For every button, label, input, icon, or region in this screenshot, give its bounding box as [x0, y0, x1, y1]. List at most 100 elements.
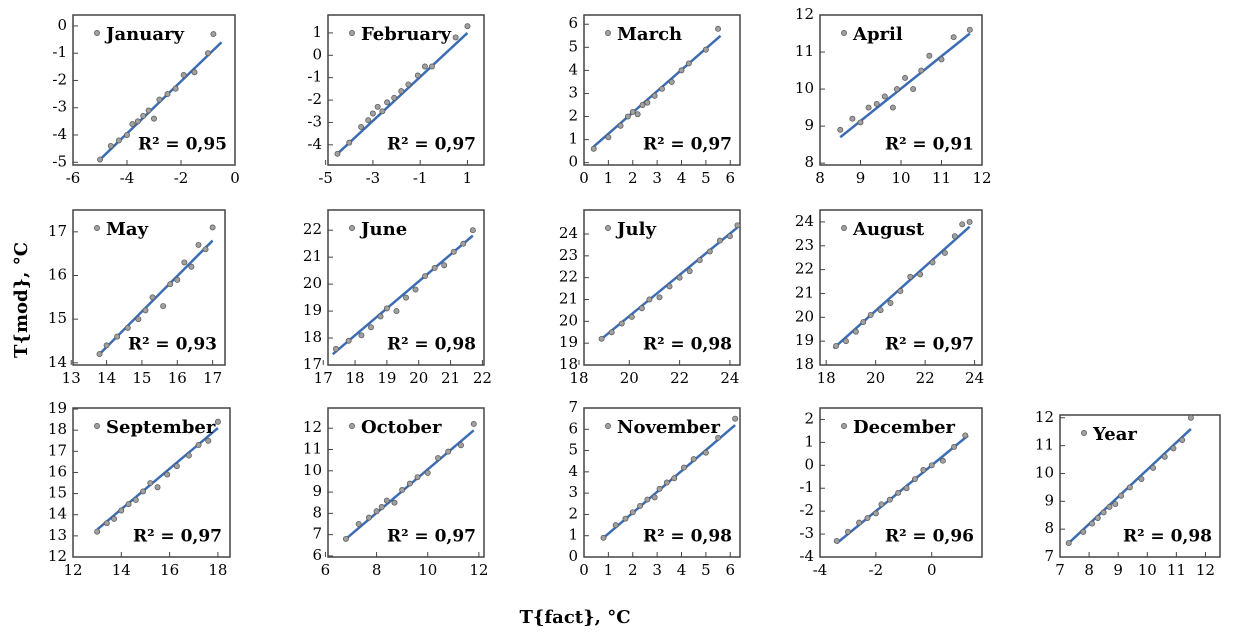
- point: [634, 111, 641, 118]
- point: [452, 34, 459, 41]
- y-tick-label: 3: [568, 83, 578, 101]
- legend-marker: [605, 423, 611, 429]
- point: [118, 507, 125, 514]
- point: [690, 456, 697, 463]
- point: [191, 69, 198, 76]
- point: [1150, 464, 1157, 471]
- point: [125, 501, 132, 508]
- point: [910, 86, 917, 93]
- point: [938, 56, 945, 63]
- y-tick-label: 2: [568, 504, 578, 522]
- annotation: R² = 0,93: [128, 335, 217, 355]
- point: [164, 91, 171, 98]
- point: [114, 333, 121, 340]
- point: [96, 351, 103, 358]
- x-tick-label: 12: [972, 169, 991, 187]
- x-tick-label: 11: [932, 169, 951, 187]
- y-tick-label: 16: [48, 265, 67, 283]
- point: [1112, 501, 1119, 508]
- point: [1094, 515, 1101, 521]
- legend-marker: [841, 423, 847, 429]
- point: [406, 480, 413, 487]
- x-tick-label: 6: [321, 561, 331, 579]
- x-tick-label: 20: [620, 369, 639, 387]
- panel: 6 8 10 12 6 7 8 9 10 11 12 October R² = 0,97: [303, 407, 488, 579]
- y-tick-label: 3: [568, 483, 578, 501]
- y-tick-label: 1: [568, 130, 578, 148]
- point: [1089, 520, 1095, 527]
- point: [907, 273, 914, 280]
- point: [852, 328, 859, 335]
- x-tick-label: -1: [413, 169, 428, 187]
- y-tick-label: 14: [48, 505, 67, 523]
- legend-label: August: [852, 219, 925, 240]
- point: [393, 308, 400, 315]
- point: [445, 448, 452, 455]
- point: [959, 221, 966, 228]
- point: [135, 316, 142, 323]
- point: [147, 480, 154, 486]
- point: [378, 504, 385, 510]
- y-tick-label: 18: [795, 355, 814, 373]
- annotation: R² = 0,97: [387, 527, 476, 547]
- legend-label: December: [853, 417, 956, 438]
- x-tick-label: 22: [670, 369, 689, 387]
- y-tick-label: 9: [804, 116, 814, 134]
- panel: -6 -4 -2 0 -5 -4 -3 -2 -1 0 January R² = 0,95: [52, 14, 240, 187]
- point: [1065, 540, 1072, 547]
- y-tick-label: 10: [1035, 463, 1054, 481]
- plot-frame: [72, 209, 226, 366]
- point: [696, 257, 703, 264]
- point: [734, 222, 741, 229]
- point: [333, 345, 339, 352]
- point: [849, 115, 856, 122]
- point: [624, 113, 631, 120]
- y-tick-label: 10: [795, 79, 814, 97]
- point: [132, 496, 139, 503]
- y-tick-label: -4: [799, 547, 814, 565]
- panel: 7 8 9 10 11 12 7 8 9 10 11 12 Year R² = 0,98: [1035, 408, 1221, 579]
- x-tick-label: 3: [652, 169, 662, 187]
- point: [951, 233, 958, 240]
- y-tick-label: 11: [1035, 436, 1054, 454]
- y-tick-label: 12: [1035, 408, 1054, 426]
- plot-frame: [72, 14, 236, 166]
- annotation: R² = 0,95: [138, 135, 227, 155]
- point: [358, 332, 365, 339]
- point: [391, 499, 398, 506]
- y-tick-label: 2: [804, 409, 814, 427]
- point: [680, 464, 687, 471]
- legend-marker: [605, 225, 611, 231]
- point: [379, 108, 386, 115]
- point: [1126, 484, 1133, 491]
- y-tick-label: 10: [303, 461, 322, 479]
- point: [374, 103, 381, 110]
- x-tick-label: -6: [66, 169, 81, 187]
- panel: -4 -2 0 -4 -3 -2 -1 0 1 2 December R² = 0,96: [799, 407, 983, 579]
- point: [185, 452, 192, 459]
- y-tick-label: 8: [804, 153, 814, 171]
- point: [173, 463, 180, 470]
- y-tick-label: 22: [303, 220, 322, 238]
- x-tick-label: -3: [366, 169, 381, 187]
- point: [676, 274, 683, 281]
- y-tick-label: 17: [303, 355, 322, 373]
- point: [172, 85, 179, 92]
- x-tick-label: 4: [677, 169, 687, 187]
- y-tick-label: 18: [559, 355, 578, 373]
- y-tick-label: 11: [303, 440, 322, 458]
- y-tick-label: 22: [795, 260, 814, 278]
- point: [637, 502, 644, 509]
- y-tick-label: 8: [1044, 519, 1054, 537]
- point: [671, 475, 678, 482]
- plot-frame: [583, 209, 741, 366]
- y-tick-label: 4: [568, 60, 578, 78]
- point: [384, 99, 391, 106]
- annotation: R² = 0,98: [643, 335, 732, 355]
- y-tick-label: 7: [568, 398, 578, 416]
- x-tick-label: 16: [160, 561, 179, 579]
- point: [1106, 503, 1113, 510]
- x-tick-label: 6: [725, 561, 735, 579]
- point: [622, 515, 629, 522]
- point: [878, 501, 885, 508]
